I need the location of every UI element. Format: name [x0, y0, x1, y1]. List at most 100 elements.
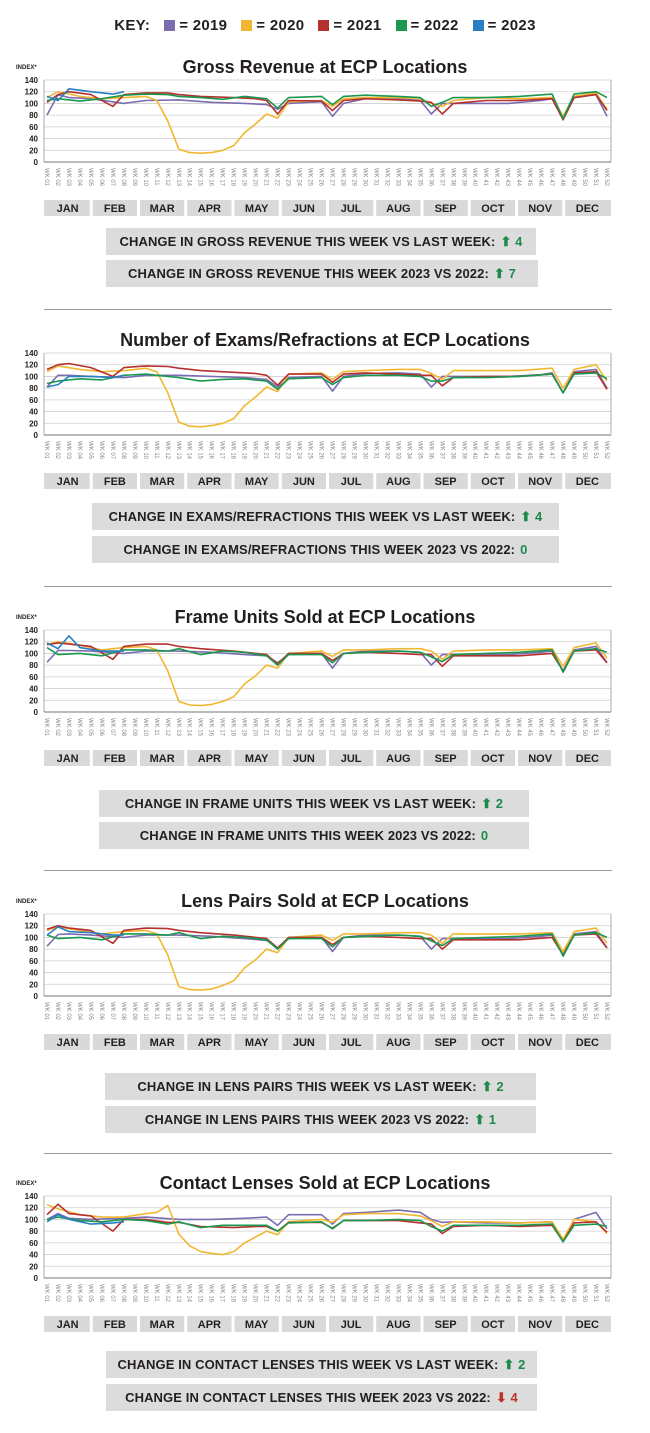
x-tick-label: WK 25 [307, 168, 313, 187]
series-line-2020 [46, 363, 608, 428]
x-tick-label: WK 06 [98, 168, 104, 187]
x-tick-label: WK 51 [592, 168, 598, 187]
y-tick-label: 40 [29, 1251, 38, 1260]
x-tick-label: WK 52 [603, 1002, 609, 1021]
x-tick-label: WK 22 [274, 1002, 280, 1021]
x-tick-label: WK 47 [548, 441, 554, 460]
x-tick-label: WK 24 [296, 1002, 302, 1021]
key-item-2019: = 2019 [164, 17, 227, 34]
y-tick-label: 140 [25, 349, 39, 358]
x-tick-label: WK 05 [87, 441, 93, 460]
x-tick-label: WK 19 [241, 718, 247, 737]
x-tick-label: WK 27 [328, 1002, 334, 1021]
series-line-2023 [46, 374, 125, 388]
change-stat-value: ⬆ 4 [520, 508, 543, 524]
line-chart: 0 20 40 60 80 100 120 140 WK 01 WK 02 WK 03 WK 04 WK… [25, 910, 612, 1050]
month-label: AUG [386, 1319, 410, 1331]
x-tick-label: WK 36 [427, 168, 433, 187]
x-tick-label: WK 41 [482, 1002, 488, 1021]
x-tick-label: WK 30 [361, 441, 367, 460]
x-tick-label: WK 43 [504, 1284, 510, 1303]
x-tick-label: WK 02 [54, 718, 60, 737]
x-tick-label: WK 40 [471, 718, 477, 737]
x-tick-label: WK 50 [581, 1002, 587, 1021]
change-stat-box: CHANGE IN FRAME UNITS THIS WEEK VS LAST … [99, 790, 529, 817]
month-label: JUN [293, 1037, 315, 1049]
arrow-up-icon: ⬆ [481, 1078, 493, 1094]
x-tick-label: WK 45 [526, 1002, 532, 1021]
x-tick-label: WK 35 [416, 718, 422, 737]
key-item-2020: = 2020 [241, 17, 304, 34]
x-tick-label: WK 44 [515, 1284, 521, 1303]
x-tick-label: WK 19 [241, 168, 247, 187]
x-tick-label: WK 09 [131, 168, 137, 187]
month-label: JAN [57, 1037, 79, 1049]
x-tick-label: WK 07 [109, 441, 115, 460]
series-line-2021 [46, 924, 608, 956]
month-label: SEP [435, 753, 457, 765]
x-tick-label: WK 24 [296, 718, 302, 737]
month-label: MAR [150, 476, 175, 488]
x-tick-label: WK 07 [109, 168, 115, 187]
month-label: MAY [245, 1037, 269, 1049]
x-tick-label: WK 11 [153, 718, 159, 736]
x-tick-label: WK 25 [307, 1284, 313, 1303]
change-stat-label: CHANGE IN FRAME UNITS THIS WEEK VS LAST … [124, 796, 477, 811]
y-axis-label: INDEX* [16, 65, 37, 71]
section-divider [44, 870, 612, 871]
series-line-2023 [46, 926, 124, 936]
y-axis-label: INDEX* [16, 615, 37, 621]
key-label: KEY: [114, 16, 151, 34]
month-label: JAN [57, 753, 79, 765]
x-tick-label: WK 51 [592, 1284, 598, 1303]
series-line-2022 [46, 931, 608, 957]
month-label: NOV [528, 1319, 553, 1331]
change-stat-label: CHANGE IN LENS PAIRS THIS WEEK VS LAST W… [137, 1079, 477, 1094]
x-tick-label: WK 17 [219, 718, 225, 737]
month-label: JUL [341, 1037, 362, 1049]
x-tick-label: WK 41 [482, 1284, 488, 1303]
x-tick-label: WK 49 [570, 718, 576, 737]
key-item-2022: = 2022 [395, 17, 459, 34]
x-tick-label: WK 41 [482, 441, 488, 460]
x-tick-label: WK 16 [208, 1002, 214, 1021]
x-tick-label: WK 30 [361, 1284, 367, 1303]
x-tick-label: WK 39 [460, 168, 466, 187]
x-tick-label: WK 03 [65, 168, 71, 187]
month-label: MAR [150, 1319, 175, 1331]
change-stat-value: ⬆ 2 [481, 1078, 504, 1094]
month-label: JUL [341, 476, 362, 488]
x-tick-label: WK 27 [328, 1284, 334, 1303]
x-tick-label: WK 45 [526, 441, 532, 460]
x-tick-label: WK 02 [54, 168, 60, 187]
x-tick-label: WK 19 [241, 1002, 247, 1021]
x-tick-label: WK 02 [54, 1284, 60, 1303]
month-label: AUG [386, 753, 410, 765]
x-tick-label: WK 31 [372, 718, 378, 737]
x-tick-label: WK 43 [504, 718, 510, 737]
x-tick-label: WK 13 [175, 441, 181, 460]
change-stat-label: CHANGE IN GROSS REVENUE THIS WEEK 2023 V… [128, 266, 489, 281]
month-label: JUN [293, 476, 315, 488]
y-tick-label: 0 [34, 431, 39, 440]
x-tick-label: WK 14 [186, 168, 192, 187]
x-tick-label: WK 36 [427, 718, 433, 737]
swatch-2019 [164, 19, 176, 31]
x-tick-label: WK 48 [559, 718, 565, 737]
x-tick-label: WK 39 [460, 441, 466, 460]
x-tick-label: WK 04 [76, 168, 82, 187]
x-tick-label: WK 03 [65, 441, 71, 460]
x-tick-label: WK 05 [87, 168, 93, 187]
x-tick-label: WK 20 [252, 1284, 258, 1303]
month-label: JAN [57, 1319, 79, 1331]
chart-title: Number of Exams/Refractions at ECP Locat… [120, 330, 530, 350]
x-tick-label: WK 21 [263, 168, 269, 187]
month-label: APR [198, 1319, 221, 1331]
arrow-up-icon: ⬆ [474, 1111, 486, 1127]
x-tick-label: WK 19 [241, 1284, 247, 1303]
x-tick-label: WK 05 [87, 1284, 93, 1303]
month-label: MAY [245, 1319, 269, 1331]
change-stat-box: CHANGE IN EXAMS/REFRACTIONS THIS WEEK 20… [92, 536, 559, 563]
x-tick-label: WK 45 [526, 168, 532, 187]
x-tick-label: WK 41 [482, 168, 488, 187]
